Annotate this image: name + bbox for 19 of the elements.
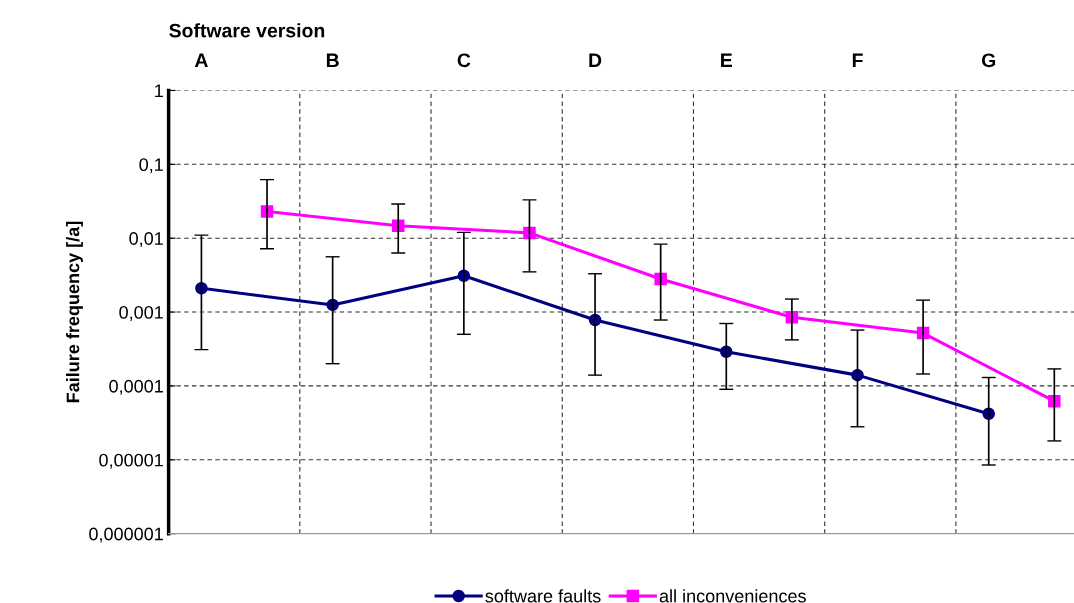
y-tick-label: 0,01 [129,232,163,248]
y-tick-label: 0,00001 [99,453,163,469]
x-tick-label: A [194,53,208,67]
x-tick-label: D [589,53,602,67]
point [523,226,536,240]
x-tick-label: B [326,53,339,67]
y-tick-label: 0,001 [119,305,163,321]
x-tick-label: C [457,53,471,68]
y-tick-label: 1 [155,84,163,97]
x-tick-label: E [721,53,733,67]
y-tick-label: 0,0001 [109,379,163,395]
x-axis-title: Software version [169,23,325,38]
y-axis-title: Failure frequency [/a] [66,221,83,403]
x-tick-label: G [981,53,996,68]
y-tick-label: 0,000001 [89,527,163,543]
y-tick-label: 0,1 [139,158,163,174]
legend-label: software faults [485,589,601,603]
x-tick-label: F [852,53,863,67]
legend-label: all inconveniences [659,589,806,603]
